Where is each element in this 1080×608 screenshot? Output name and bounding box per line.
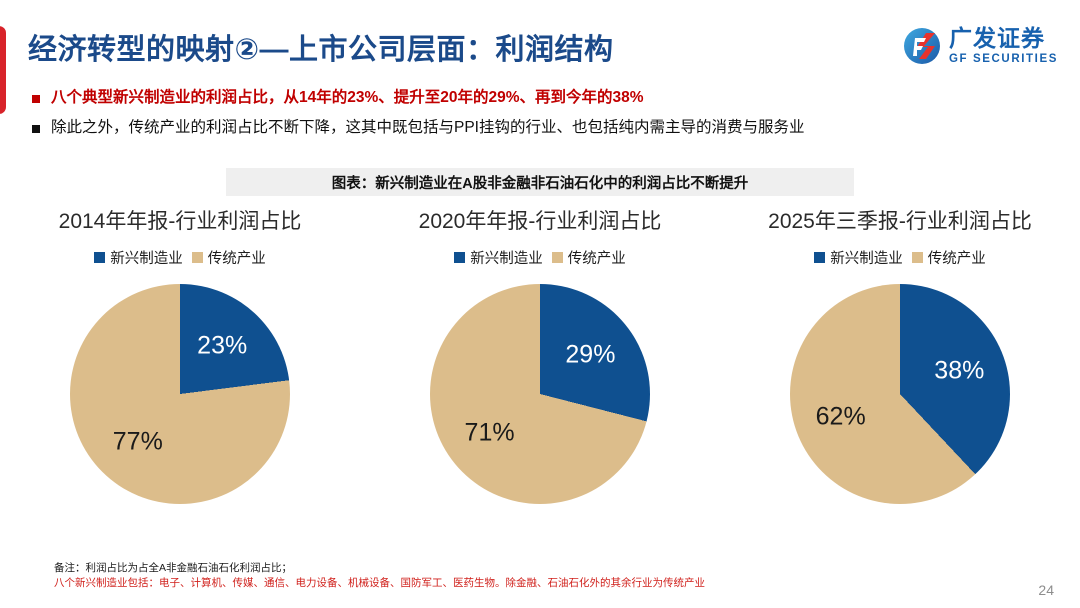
chart-caption-text: 图表：新兴制造业在A股非金融非石油石化中的利润占比不断提升 <box>331 175 749 192</box>
legend-label-emerging: 新兴制造业 <box>830 251 903 267</box>
pie-value-traditional-2020: 71% <box>464 418 515 447</box>
chart-title-2025: 2025年三季报-行业利润占比 <box>768 210 1032 233</box>
legend-swatch-traditional-icon <box>911 252 923 263</box>
legend-swatch-emerging-icon <box>94 252 106 263</box>
legend-item-traditional: 传统产业 <box>191 247 266 268</box>
pie-graphic-2025: 38% 62% <box>790 284 1010 504</box>
brand-name-cn: 广发证券 <box>949 24 1046 51</box>
legend-item-emerging: 新兴制造业 <box>94 247 183 268</box>
pie-slices-2014 <box>70 284 290 504</box>
chart-legend-2014: 新兴制造业 传统产业 <box>94 247 266 268</box>
legend-label-traditional: 传统产业 <box>207 251 266 267</box>
footnote-2: 八个新兴制造业包括：电子、计算机、传媒、通信、电力设备、机械设备、国防军工、医药… <box>54 577 705 590</box>
legend-swatch-traditional-icon <box>191 252 203 263</box>
legend-swatch-emerging-icon <box>814 252 826 263</box>
left-accent-bar <box>0 26 6 114</box>
legend-label-traditional: 传统产业 <box>567 251 626 267</box>
legend-swatch-traditional-icon <box>551 252 563 263</box>
brand-name-en: GF SECURITIES <box>949 52 1058 65</box>
pie-value-emerging-2020: 29% <box>565 340 616 369</box>
pie-value-emerging-2014: 23% <box>197 331 248 360</box>
pie-chart-2025: 2025年三季报-行业利润占比 新兴制造业 传统产业 38% 62% <box>720 205 1080 545</box>
square-bullet-icon <box>32 95 40 103</box>
pie-graphic-2020: 29% 71% <box>430 284 650 504</box>
chart-legend-2025: 新兴制造业 传统产业 <box>814 247 986 268</box>
bullet-text-1: 八个典型新兴制造业的利润占比，从14年的23%、提升至20年的29%、再到今年的… <box>51 89 644 106</box>
page-number: 24 <box>1038 582 1054 598</box>
pie-chart-2020: 2020年年报-行业利润占比 新兴制造业 传统产业 29% 71% <box>360 205 720 545</box>
pie-value-emerging-2025: 38% <box>934 356 985 384</box>
chart-caption-band: 图表：新兴制造业在A股非金融非石油石化中的利润占比不断提升 <box>226 168 854 196</box>
legend-item-traditional: 传统产业 <box>911 247 986 268</box>
pie-graphic-2014: 23% 77% <box>70 284 290 504</box>
bullet-text-2: 除此之外，传统产业的利润占比不断下降，这其中既包括与PPI挂钩的行业、也包括纯内… <box>51 118 805 136</box>
pie-value-traditional-2025: 62% <box>815 402 866 431</box>
pie-value-traditional-2014: 77% <box>112 427 163 456</box>
page-title: 经济转型的映射②—上市公司层面：利润结构 <box>28 34 614 66</box>
legend-label-traditional: 传统产业 <box>927 251 986 267</box>
chart-title-2014: 2014年年报-行业利润占比 <box>58 210 302 233</box>
pie-slices-2025 <box>790 284 1010 504</box>
bullet-list: 八个典型新兴制造业的利润占比，从14年的23%、提升至20年的29%、再到今年的… <box>32 88 1062 148</box>
legend-item-traditional: 传统产业 <box>551 247 626 268</box>
pie-chart-2014: 2014年年报-行业利润占比 新兴制造业 传统产业 23% 77% <box>0 205 360 545</box>
legend-label-emerging: 新兴制造业 <box>470 251 543 267</box>
brand-logo: 广发证券 GF SECURITIES <box>902 26 1058 66</box>
legend-item-emerging: 新兴制造业 <box>814 247 903 268</box>
charts-row: 2014年年报-行业利润占比 新兴制造业 传统产业 23% 77% 2020年年… <box>0 205 1080 545</box>
legend-label-emerging: 新兴制造业 <box>110 251 183 267</box>
bullet-item-1: 八个典型新兴制造业的利润占比，从14年的23%、提升至20年的29%、再到今年的… <box>32 88 1062 109</box>
bullet-item-2: 除此之外，传统产业的利润占比不断下降，这其中既包括与PPI挂钩的行业、也包括纯内… <box>32 118 1062 139</box>
square-bullet-icon <box>32 124 40 133</box>
pie-slices-2020 <box>430 284 650 504</box>
footnote-1: 备注：利润占比为占全A非金融石油石化利润占比； <box>54 561 293 574</box>
footnotes: 备注：利润占比为占全A非金融石油石化利润占比； 八个新兴制造业包括：电子、计算机… <box>54 561 1014 593</box>
legend-item-emerging: 新兴制造业 <box>454 247 543 268</box>
chart-legend-2020: 新兴制造业 传统产业 <box>454 247 626 268</box>
legend-swatch-emerging-icon <box>454 252 466 263</box>
chart-title-2020: 2020年年报-行业利润占比 <box>418 210 662 233</box>
slide-header: 经济转型的映射②—上市公司层面：利润结构 广发证券 GF <box>0 22 1080 78</box>
brand-logo-text: 广发证券 GF SECURITIES <box>949 24 1058 66</box>
gf-securities-logo-icon <box>902 26 942 66</box>
